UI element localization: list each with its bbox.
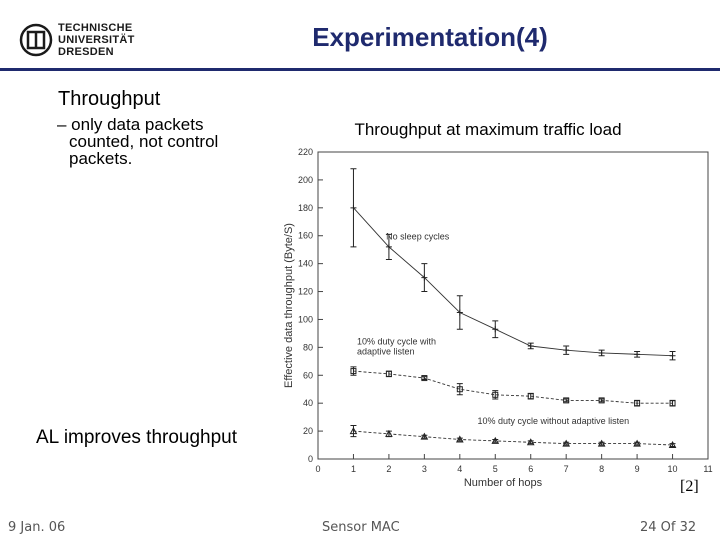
series-line — [353, 370, 673, 404]
x-tick-label: 11 — [703, 464, 712, 474]
data-point — [456, 309, 463, 316]
x-tick-label: 7 — [564, 464, 569, 474]
data-point — [421, 274, 428, 281]
y-tick-label: 20 — [303, 426, 313, 436]
data-point — [562, 439, 571, 447]
x-tick-label: 8 — [599, 464, 604, 474]
reference-marker: [2] — [680, 478, 699, 495]
bullet-throughput: Throughput — [58, 88, 161, 110]
data-point — [385, 243, 392, 250]
annotation-text: AL improves throughput — [36, 427, 238, 448]
throughput-chart: 0 20 40 60 80 100 120 140 160 180 200 220 0 1 2 3 4 5 6 7 8 9… — [283, 147, 713, 489]
bullet-sub-line: counted, not control — [69, 132, 219, 151]
y-tick-label: 120 — [298, 287, 313, 297]
y-tick-label: 80 — [303, 342, 313, 352]
data-point — [526, 438, 535, 446]
x-tick-label: 5 — [493, 464, 498, 474]
data-point — [420, 432, 429, 440]
plot-frame — [317, 151, 709, 460]
series-line — [353, 430, 673, 446]
y-tick-label: 40 — [303, 398, 313, 408]
data-point — [421, 375, 428, 382]
y-tick-label: 0 — [308, 454, 313, 464]
data-point — [669, 400, 676, 407]
data-point — [597, 439, 606, 447]
data-point — [350, 204, 357, 211]
data-point — [633, 439, 641, 447]
footer-center: Sensor MAC — [322, 520, 400, 535]
data-point — [563, 347, 570, 354]
y-tick-label: 200 — [298, 175, 313, 185]
data-point — [563, 397, 570, 404]
y-tick-label: 140 — [298, 259, 313, 269]
footer-date: 9 Jan. 06 — [8, 520, 66, 535]
logo-line: DRESDEN — [58, 46, 114, 58]
y-tick-label: 160 — [298, 231, 313, 241]
slide-title: Experimentation(4) — [312, 22, 548, 52]
data-point — [634, 400, 641, 407]
bullet-sub-line: packets. — [69, 149, 133, 168]
x-tick-label: 3 — [422, 464, 427, 474]
series-label: 10% duty cycle with — [357, 337, 436, 347]
series-label: No sleep cycles — [386, 232, 450, 242]
logo-line: UNIVERSITÄT — [58, 34, 135, 46]
title-divider — [0, 68, 720, 71]
x-tick-label: 4 — [457, 464, 462, 474]
data-point — [492, 326, 499, 333]
data-point — [598, 397, 605, 404]
data-point — [527, 393, 534, 400]
bullet-sub-text: – only data packets counted, not control… — [57, 116, 297, 167]
data-point — [385, 370, 392, 377]
y-tick-label: 220 — [298, 147, 313, 157]
university-logo: TECHNISCHE UNIVERSITÄT DRESDEN — [18, 20, 138, 64]
x-axis-label: Number of hops — [464, 477, 543, 489]
footer-page-number: 24 Of 32 — [640, 520, 697, 535]
logo-text: TECHNISCHE UNIVERSITÄT DRESDEN — [58, 22, 135, 58]
chart-title: Throughput at maximum traffic load — [354, 120, 622, 139]
series-label: 10% duty cycle without adaptive listen — [478, 416, 630, 426]
error-bar — [456, 383, 463, 396]
x-tick-label: 9 — [635, 464, 640, 474]
data-point — [634, 351, 641, 358]
data-point — [350, 368, 357, 375]
series-label: adaptive listen — [357, 347, 415, 357]
data-point — [385, 429, 393, 437]
data-point — [456, 386, 463, 393]
y-axis-label: Effective data throughput (Byte/S) — [283, 223, 295, 388]
data-point — [455, 435, 464, 443]
x-tick-label: 2 — [386, 464, 391, 474]
y-tick-label: 60 — [303, 370, 313, 380]
x-tick-label: 0 — [315, 464, 320, 474]
data-point — [668, 441, 677, 449]
x-tick-label: 1 — [351, 464, 356, 474]
logo-line: TECHNISCHE — [58, 22, 133, 34]
data-point — [669, 352, 676, 359]
y-tick-label: 100 — [298, 314, 313, 324]
data-point — [492, 391, 499, 398]
data-point — [349, 427, 358, 435]
x-tick-label: 6 — [528, 464, 533, 474]
data-point — [491, 436, 500, 444]
x-tick-label: 10 — [668, 464, 678, 474]
series-line — [353, 207, 673, 357]
university-seal-icon — [19, 23, 53, 57]
bullet-sub-line: – only data packets — [57, 115, 204, 134]
data-point — [527, 342, 534, 349]
y-tick-label: 180 — [298, 203, 313, 213]
data-point — [598, 349, 605, 356]
